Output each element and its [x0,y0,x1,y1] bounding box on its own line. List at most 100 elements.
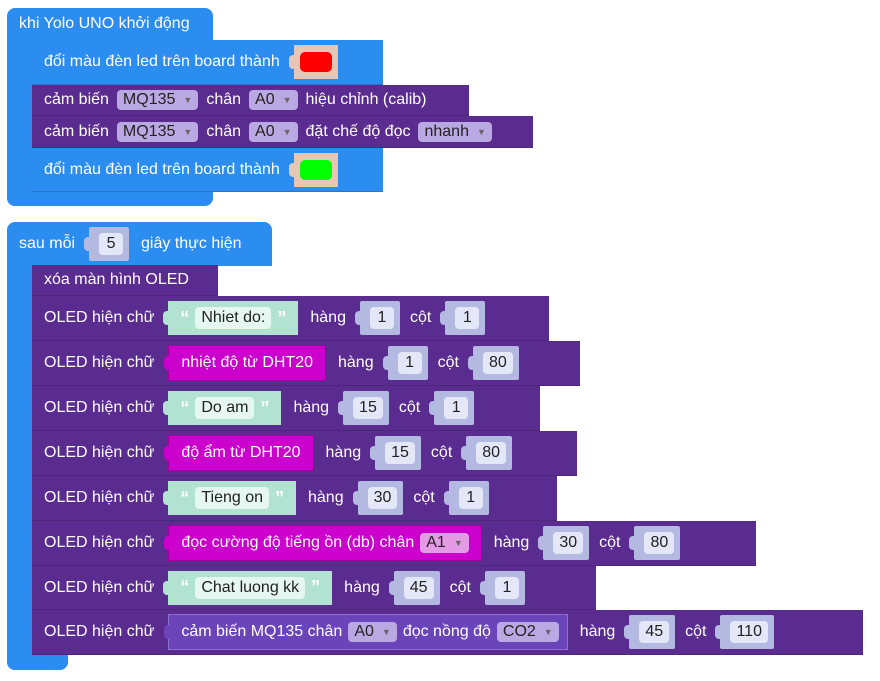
gas-sensor-block[interactable]: cảm biến MQ135 chân A0 ▼ đọc nồng độ CO2 ▼ [164,614,568,650]
number-value: 15 [385,442,415,464]
sensor-mode-block[interactable]: cảm biến MQ135 ▼ chân A0 ▼ đặt chế độ đọc … [32,116,533,148]
number-value: 110 [730,621,768,643]
col-input[interactable]: 1 [479,570,525,605]
text-string-block[interactable]: “Chat luong kk” [163,570,333,605]
number-value: 30 [367,487,398,509]
dropdown-arrow-icon: ▼ [282,126,292,137]
dropdown-value: CO2 [502,623,536,640]
quote-open-icon: “ [180,487,190,508]
number-value: 80 [482,352,513,374]
quote-close-icon: ” [260,397,270,418]
oled-print-block[interactable]: OLED hiện chữ đọc cường độ tiếng ồn (db)… [32,521,756,566]
color-picker[interactable] [288,45,338,79]
col-input[interactable]: 1 [429,391,475,425]
block-label: nhiệt độ từ DHT20 [181,354,313,371]
number-value: 5 [99,233,124,255]
col-input[interactable]: 80 [461,436,513,470]
oled-print-block[interactable]: OLED hiện chữ độ ẩm từ DHT20 hàng 15 cột… [32,431,577,476]
dropdown-value: MQ135 [122,122,176,140]
quote-close-icon: ” [311,577,321,597]
oled-print-block[interactable]: OLED hiện chữ cảm biến MQ135 chân A0 ▼ đọc … [32,610,863,655]
row-input[interactable]: 1 [354,301,400,335]
block-label: OLED hiện chữ [44,623,155,640]
block-label: đặt chế độ đọc [305,122,411,140]
color-picker[interactable] [288,152,338,187]
sensor-value-block[interactable]: nhiệt độ từ DHT20 [164,345,326,381]
number-value: 1 [369,307,394,329]
block-label: đọc nồng độ [402,623,491,640]
row-input[interactable]: 45 [624,615,676,649]
block-label: OLED hiện chữ [44,489,155,506]
dropdown-value: MQ135 [122,91,176,108]
text-string-block[interactable]: “Tieng on ” [163,481,296,515]
text-value[interactable]: Chat luong kk [195,576,306,599]
number-value: 80 [476,442,507,464]
block-label: cảm biến MQ135 chân [181,623,343,640]
dropdown-arrow-icon: ▼ [282,95,292,105]
quote-open-icon: “ [180,397,190,418]
number-value: 1 [397,352,422,374]
sensor-calib-block[interactable]: cảm biến MQ135 ▼ chân A0 ▼ hiệu chỉnh (cal… [32,85,469,116]
sensor-dropdown[interactable]: MQ135 ▼ [116,121,199,142]
row-input[interactable]: 15 [338,391,389,425]
number-value: 80 [644,532,675,554]
row-input[interactable]: 15 [370,436,421,470]
block-label: đổi màu đèn led trên board thành [44,160,280,178]
col-input[interactable]: 1 [443,481,489,515]
block-label: OLED hiện chữ [44,399,155,416]
noise-sensor-block[interactable]: đọc cường độ tiếng ồn (db) chân A1 ▼ [164,525,482,561]
block-label: xóa màn hình OLED [44,271,189,288]
gas-dropdown[interactable]: CO2 ▼ [496,622,559,642]
block-label: cảm biến [44,91,109,108]
row-input[interactable]: 30 [352,481,404,515]
sensor-dropdown[interactable]: MQ135 ▼ [116,90,199,110]
block-label: OLED hiện chữ [44,534,155,551]
block-label: đổi màu đèn led trên board thành [44,53,280,70]
col-label: cột [437,354,459,371]
loop-event-block[interactable]: sau mỗi 5 giây thực hiện [7,222,272,266]
number-value: 1 [494,576,519,599]
sensor-value-block[interactable]: độ ẩm từ DHT20 [164,435,314,471]
led-color-block-1[interactable]: đổi màu đèn led trên board thành [32,40,383,85]
row-label: hàng [293,399,330,416]
row-input[interactable]: 30 [538,526,590,560]
oled-print-block[interactable]: OLED hiện chữ “Do am” hàng 15 cột 1 [32,386,540,431]
oled-print-block[interactable]: OLED hiện chữ nhiệt độ từ DHT20 hàng 1 c… [32,341,580,386]
pin-dropdown[interactable]: A0 ▼ [348,622,397,642]
pin-dropdown[interactable]: A0 ▼ [249,90,298,110]
block-label: giây thực hiện [141,235,242,252]
text-value[interactable]: Nhiet do: [195,307,272,329]
text-string-block[interactable]: “Nhiet do:” [163,301,299,335]
dropdown-value: A0 [255,91,275,108]
number-value: 1 [444,397,469,419]
text-string-block[interactable]: “Do am” [163,391,282,425]
col-input[interactable]: 80 [629,526,681,560]
row-input[interactable]: 1 [382,346,428,380]
number-value: 15 [353,397,383,419]
text-value[interactable]: Do am [195,397,255,419]
row-label: hàng [579,623,616,640]
pin-dropdown[interactable]: A0 ▼ [249,121,298,142]
number-value: 30 [553,532,584,554]
col-input[interactable]: 110 [715,615,774,649]
mode-dropdown[interactable]: nhanh ▼ [418,121,492,142]
col-input[interactable]: 80 [467,346,519,380]
pin-dropdown[interactable]: A1 ▼ [420,533,469,553]
oled-print-block[interactable]: OLED hiện chữ “Chat luong kk” hàng 45 cộ… [32,566,596,610]
setup-event-block[interactable]: khi Yolo UNO khởi động [7,8,213,41]
col-input[interactable]: 1 [440,301,486,335]
dropdown-value: A1 [426,534,446,551]
row-input[interactable]: 45 [388,570,440,605]
text-value[interactable]: Tieng on [195,487,269,509]
col-label: cột [430,444,453,461]
dropdown-arrow-icon: ▼ [476,126,486,137]
quote-open-icon: “ [180,577,190,597]
oled-clear-block[interactable]: xóa màn hình OLED [32,265,218,296]
led-color-block-2[interactable]: đổi màu đèn led trên board thành [32,148,383,192]
interval-input[interactable]: 5 [84,227,130,261]
oled-print-block[interactable]: OLED hiện chữ “Tieng on ” hàng 30 cột 1 [32,476,557,521]
setup-bottom [7,192,213,206]
block-label: cảm biến [44,122,109,140]
oled-print-block[interactable]: OLED hiện chữ “Nhiet do:” hàng 1 cột 1 [32,296,549,341]
number-value: 1 [458,487,483,509]
